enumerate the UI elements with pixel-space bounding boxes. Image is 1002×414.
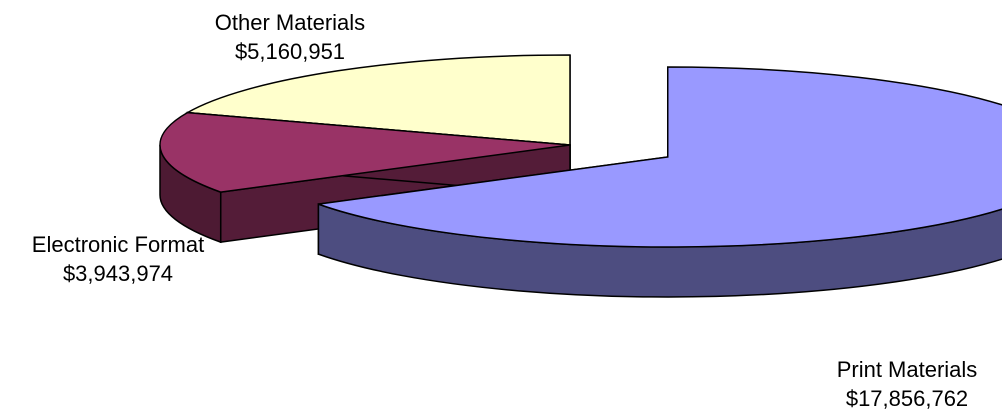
slice-print-materials-top — [318, 66, 1002, 248]
slice-electronic-format-top — [159, 111, 571, 193]
slice-label-other-materials-value: $5,160,951 — [234, 39, 346, 64]
slice-label-print-materials: Print Materials $17,856,762 — [812, 355, 1002, 413]
slice-label-electronic-format-value: $3,943,974 — [62, 261, 174, 286]
slice-label-print-materials-name: Print Materials — [836, 357, 978, 382]
slice-label-electronic-format-name: Electronic Format — [31, 232, 205, 257]
slice-label-other-materials: Other Materials $5,160,951 — [190, 8, 390, 66]
slice-other-materials-top — [184, 54, 571, 146]
slice-print-materials — [317, 66, 1002, 298]
slice-label-electronic-format: Electronic Format $3,943,974 — [0, 230, 236, 288]
slice-label-other-materials-name: Other Materials — [214, 10, 366, 35]
slice-label-print-materials-value: $17,856,762 — [845, 386, 969, 411]
